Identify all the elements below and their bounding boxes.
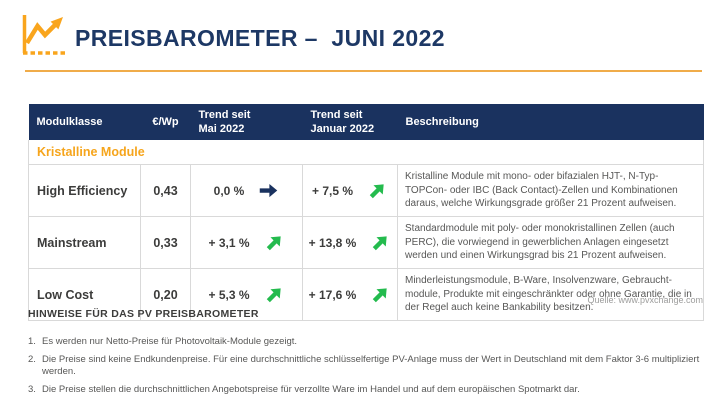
group-row-kristalline-module: Kristalline Module — [28, 140, 704, 165]
source-credit: Quelle: www.pvxchange.com — [587, 295, 703, 305]
group-label: Kristalline Module — [28, 140, 704, 165]
table-row: High Efficiency 0,43 0,0 % + 7,5 % — [28, 164, 704, 217]
trend-up-arrow-icon — [366, 280, 396, 310]
price-cell: 0,43 — [140, 164, 191, 217]
trend-januar-cell: + 17,6 % — [302, 268, 398, 321]
col-header-beschreibung: Beschreibung — [397, 104, 704, 140]
modulklasse-cell: Mainstream — [28, 216, 141, 269]
beschreibung-cell: Kristalline Module mit mono- oder bifazi… — [397, 164, 704, 217]
col-header-trend-januar: Trend seit Januar 2022 — [302, 104, 398, 140]
table-row: Mainstream 0,33 + 3,1 % + 13,8 % S — [28, 216, 704, 269]
trend-flat-arrow-icon — [258, 180, 279, 201]
col-header-price: €/Wp — [140, 104, 191, 140]
table-row: Low Cost 0,20 + 5,3 % + 17,6 % Min — [28, 268, 704, 321]
footnote-item: 3. Die Preise stellen die durchschnittli… — [28, 384, 580, 396]
beschreibung-cell: Standardmodule mit poly- oder monokrista… — [397, 216, 704, 269]
trend-up-arrow-icon — [259, 228, 289, 258]
trend-mai-cell: + 5,3 % — [190, 268, 303, 321]
trend-up-arrow-icon — [259, 280, 289, 310]
trend-januar-cell: + 7,5 % — [302, 164, 398, 217]
line-chart-icon — [19, 12, 69, 60]
price-cell: 0,20 — [140, 268, 191, 321]
trend-mai-cell: + 3,1 % — [190, 216, 303, 269]
page-title: PREISBAROMETER – JUNI 2022 — [75, 25, 445, 51]
beschreibung-cell: Minderleistungsmodule, B-Ware, Insolvenz… — [397, 268, 704, 321]
footnote-item: 2. Die Preise sind keine Endkundenpreise… — [28, 354, 700, 377]
footnotes-title: HINWEISE FÜR DAS PV PREISBAROMETER — [28, 308, 259, 320]
modulklasse-cell: High Efficiency — [28, 164, 141, 217]
trend-mai-cell: 0,0 % — [190, 164, 303, 217]
table-header-row: Modulklasse €/Wp Trend seit Mai 2022 Tre… — [28, 104, 704, 140]
footnotes-list: 1. Es werden nur Netto-Preise für Photov… — [28, 336, 712, 403]
col-header-trend-mai: Trend seit Mai 2022 — [190, 104, 303, 140]
col-header-modulklasse: Modulklasse — [28, 104, 141, 140]
price-cell: 0,33 — [140, 216, 191, 269]
price-barometer-table: Modulklasse €/Wp Trend seit Mai 2022 Tre… — [28, 104, 704, 321]
trend-up-arrow-icon — [363, 176, 393, 206]
trend-up-arrow-icon — [366, 228, 396, 258]
footnote-item: 1. Es werden nur Netto-Preise für Photov… — [28, 336, 298, 347]
header-divider — [25, 70, 702, 72]
trend-januar-cell: + 13,8 % — [302, 216, 398, 269]
